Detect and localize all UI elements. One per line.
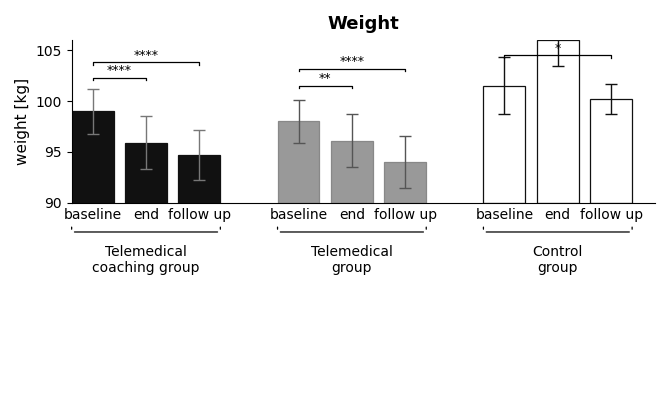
Bar xyxy=(590,99,632,203)
Bar xyxy=(178,155,220,203)
Text: *: * xyxy=(555,42,561,55)
Text: Telemedical
coaching group: Telemedical coaching group xyxy=(92,245,200,275)
Bar xyxy=(484,86,525,203)
Text: ****: **** xyxy=(107,64,132,77)
Text: ****: **** xyxy=(340,55,364,68)
Bar xyxy=(125,143,167,203)
Bar xyxy=(72,111,114,203)
Title: Weight: Weight xyxy=(328,15,399,33)
Bar xyxy=(277,122,320,203)
Text: Control
group: Control group xyxy=(533,245,583,275)
Text: ****: **** xyxy=(133,49,159,62)
Text: Telemedical
group: Telemedical group xyxy=(311,245,393,275)
Bar xyxy=(331,141,373,203)
Bar xyxy=(537,40,579,203)
Bar xyxy=(385,162,426,203)
Text: **: ** xyxy=(319,72,332,85)
Y-axis label: weight [kg]: weight [kg] xyxy=(15,78,30,165)
